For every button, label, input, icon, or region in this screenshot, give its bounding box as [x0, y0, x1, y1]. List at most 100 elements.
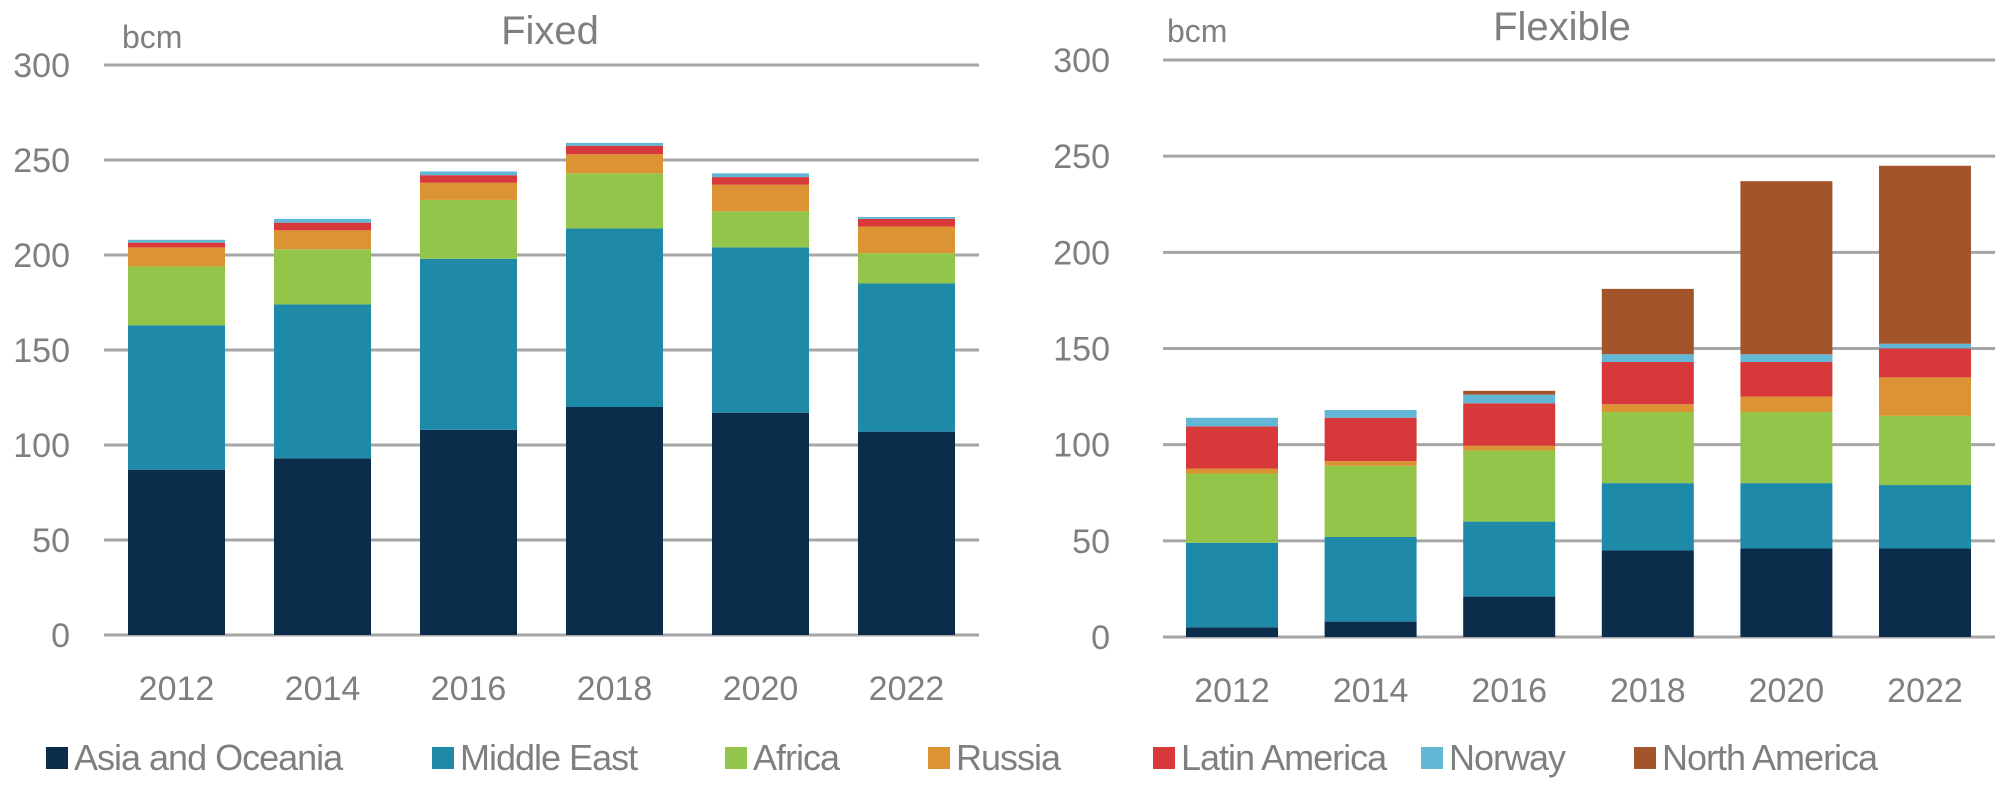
fixed-bar-2022-asia-and-oceania [858, 431, 955, 635]
flexible-y-tick-label: 50 [1072, 523, 1110, 561]
flexible-bar-2022-asia-and-oceania [1879, 548, 1971, 637]
fixed-y-unit-label: bcm [122, 19, 182, 55]
flexible-bar-2016-latin-america [1463, 403, 1556, 446]
legend-swatch-asia-oceania [46, 747, 68, 769]
flexible-bar-2012-russia [1186, 468, 1278, 474]
flexible-y-tick-label: 250 [1053, 138, 1110, 176]
fixed-x-tick-label: 2020 [723, 670, 799, 708]
fixed-chart-title: Fixed [501, 9, 599, 53]
flexible-bar-2022-africa [1879, 415, 1971, 486]
flexible-bar-2016-middle-east [1463, 521, 1556, 597]
fixed-bar-2016-middle-east [420, 258, 517, 430]
fixed-bar-2012-norway [128, 239, 225, 243]
flexible-bar-2018-norway [1601, 354, 1694, 362]
flexible-bar-2022-middle-east [1879, 485, 1971, 549]
flexible-x-axis-ticks: 2012 2014 2016 2018 2020 2022 [1194, 672, 1963, 710]
fixed-bar-2016-russia [420, 182, 517, 200]
flexible-bar-2022-norway [1879, 343, 1971, 349]
fixed-bar-2018-norway [566, 142, 663, 146]
flexible-bar-2020-middle-east [1740, 483, 1833, 549]
flexible-chart-panel: bcm Flexible 0 50 100 150 200 250 300 2012 2014… [1053, 5, 1995, 710]
flexible-bar-2020-norway [1740, 354, 1833, 362]
fixed-bar-2014-latin-america [274, 222, 371, 231]
legend-label: Russia [956, 737, 1061, 778]
fixed-bar-2012-latin-america [128, 242, 225, 248]
flexible-x-tick-label: 2014 [1333, 672, 1409, 710]
flexible-bar-2020-north-america [1740, 181, 1833, 355]
fixed-bar-2014-asia-and-oceania [274, 458, 371, 635]
legend-label: Norway [1449, 737, 1566, 778]
fixed-bar-2020-middle-east [712, 247, 809, 413]
fixed-x-tick-label: 2018 [577, 670, 653, 708]
fixed-bar-2022-norway [858, 217, 955, 219]
flexible-bar-2022-north-america [1879, 165, 1971, 344]
flexible-bar-2014-middle-east [1324, 536, 1417, 622]
fixed-bar-2020-africa [712, 211, 809, 248]
flexible-bar-2018-latin-america [1601, 361, 1694, 405]
fixed-bars [128, 142, 955, 635]
legend-swatch-norway [1421, 747, 1443, 769]
flexible-bar-2018-africa [1601, 411, 1694, 484]
fixed-bar-2018-asia-and-oceania [566, 407, 663, 635]
flexible-bar-2016-norway [1463, 394, 1556, 404]
legend-label: Asia and Oceania [74, 737, 343, 778]
legend-label: Middle East [460, 737, 638, 778]
fixed-bar-2022-africa [858, 253, 955, 284]
fixed-bar-2018-africa [566, 173, 663, 229]
fixed-bar-2022-russia [858, 226, 955, 254]
fixed-y-tick-label: 250 [13, 142, 70, 180]
fixed-bar-2014-norway [274, 218, 371, 223]
fixed-y-tick-label: 150 [13, 332, 70, 370]
flexible-bar-2014-norway [1324, 410, 1417, 418]
flexible-bar-2020-asia-and-oceania [1740, 548, 1833, 637]
flexible-x-tick-label: 2020 [1749, 672, 1825, 710]
flexible-bar-2020-africa [1740, 411, 1833, 484]
flexible-y-tick-label: 200 [1053, 234, 1110, 272]
fixed-bar-2016-asia-and-oceania [420, 429, 517, 635]
fixed-bar-2012-middle-east [128, 325, 225, 470]
fixed-bar-2012-russia [128, 247, 225, 267]
fixed-bar-2020-asia-and-oceania [712, 412, 809, 635]
legend-item-norway: Norway [1421, 736, 1566, 780]
flexible-x-tick-label: 2022 [1887, 672, 1963, 710]
fixed-bar-2022-middle-east [858, 283, 955, 432]
legend-swatch-latin-america [1153, 747, 1175, 769]
fixed-gridlines [104, 63, 979, 637]
fixed-bar-2014-middle-east [274, 304, 371, 459]
flexible-chart-title: Flexible [1493, 5, 1631, 49]
legend-label: North America [1662, 737, 1878, 778]
legend-item-russia: Russia [928, 736, 1061, 780]
legend-item-africa: Africa [725, 736, 840, 780]
fixed-bar-2020-russia [712, 184, 809, 212]
flexible-bars [1186, 165, 1971, 637]
flexible-x-tick-label: 2016 [1471, 672, 1547, 710]
fixed-y-tick-label: 300 [13, 47, 70, 85]
flexible-bar-2020-russia [1740, 396, 1833, 412]
fixed-bar-2018-middle-east [566, 228, 663, 407]
flexible-gridlines [1163, 58, 1995, 639]
fixed-bar-2014-africa [274, 249, 371, 305]
flexible-bar-2018-middle-east [1601, 483, 1694, 551]
flexible-bar-2016-asia-and-oceania [1463, 596, 1556, 637]
fixed-y-tick-label: 100 [13, 427, 70, 465]
flexible-bar-2018-russia [1601, 404, 1694, 412]
flexible-y-tick-label: 150 [1053, 331, 1110, 369]
flexible-y-tick-label: 300 [1053, 42, 1110, 80]
legend-item-latin-america: Latin America [1153, 736, 1387, 780]
fixed-bar-2012-africa [128, 266, 225, 326]
legend-swatch-africa [725, 747, 747, 769]
flexible-bar-2012-asia-and-oceania [1186, 627, 1278, 637]
fixed-bar-2018-latin-america [566, 145, 663, 155]
flexible-bar-2020-latin-america [1740, 361, 1833, 397]
fixed-y-tick-label: 200 [13, 237, 70, 275]
fixed-y-axis-ticks: 0 50 100 150 200 250 300 [13, 47, 70, 655]
flexible-bar-2018-asia-and-oceania [1601, 550, 1694, 637]
fixed-bar-2020-latin-america [712, 177, 809, 185]
fixed-bar-2012-asia-and-oceania [128, 469, 225, 635]
fixed-bar-2016-africa [420, 199, 517, 259]
flexible-bar-2012-africa [1186, 473, 1278, 543]
fixed-x-axis-ticks: 2012 2014 2016 2018 2020 2022 [139, 670, 945, 708]
legend-label: Africa [753, 737, 840, 778]
flexible-y-tick-label: 100 [1053, 427, 1110, 465]
